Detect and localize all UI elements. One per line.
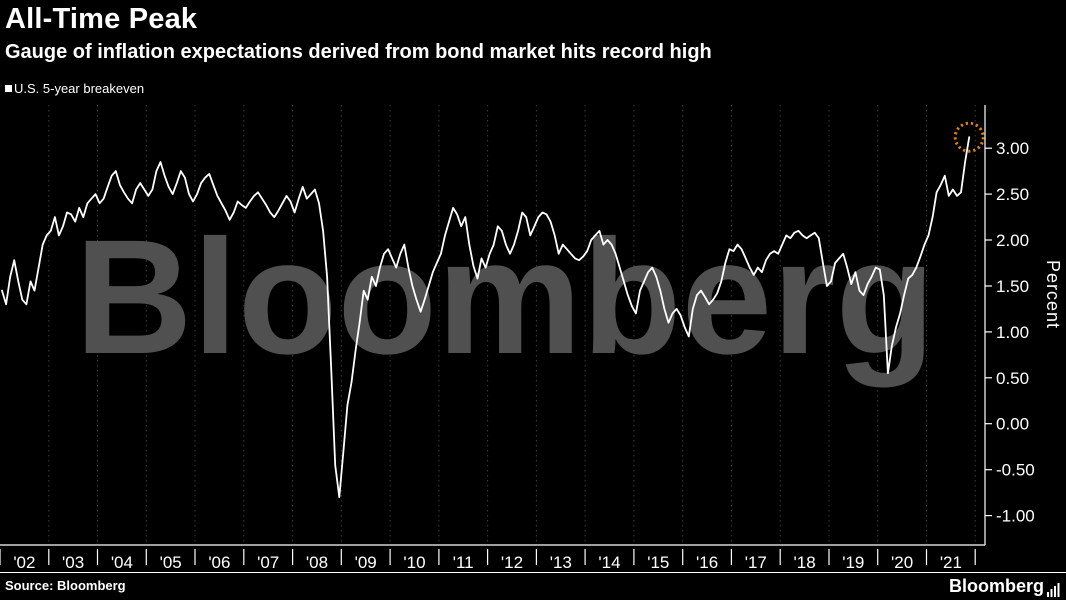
source-text: Source: Bloomberg [5,578,126,593]
x-tick-label: '02 [13,553,35,572]
x-tick-label: '05 [160,553,182,572]
y-tick-label: 1.00 [996,323,1029,342]
chart-header: All-Time Peak Gauge of inflation expecta… [5,3,712,64]
y-tick-label: 1.50 [996,277,1029,296]
bloomberg-watermark: Bloomberg [75,205,935,388]
x-tick-label: '15 [647,553,669,572]
x-tick-label: '11 [453,553,474,572]
legend: U.S. 5-year breakeven [5,81,144,96]
grid-lines [48,105,976,545]
bloomberg-logo-text: Bloomberg [948,576,1044,596]
x-tick-label: '03 [62,553,84,572]
x-tick-label: '17 [745,553,767,572]
x-tick-label: '09 [355,553,377,572]
x-tick-label: '07 [257,553,279,572]
y-axis-title: Percent [1043,260,1063,330]
x-tick-label: '04 [111,553,133,572]
x-tick-label: '10 [403,553,425,572]
y-tick-label: 0.50 [996,369,1029,388]
legend-swatch-icon [5,85,12,92]
bloomberg-logo-bars-icon [1047,583,1060,597]
chart-subtitle: Gauge of inflation expectations derived … [5,40,712,63]
x-tick-label: '20 [891,553,913,572]
y-tick-label: 0.00 [996,415,1029,434]
x-tick-label: '18 [794,553,816,572]
x-tick-label: '19 [842,553,864,572]
x-tick-label: '12 [501,553,523,572]
x-tick-label: '14 [598,553,620,572]
y-tick-label: 3.00 [996,139,1029,158]
y-tick-label: 2.50 [996,185,1029,204]
y-tick-label: 2.00 [996,231,1029,250]
plot-elements: 3.00 2.50 2.00 1.50 1.00 0.50 0.00 -0.50 -1.00 '0… [0,105,1035,572]
breakeven-series-line [1,136,971,499]
chart-title: All-Time Peak [5,3,198,35]
y-tick-label: -0.50 [996,461,1035,480]
peak-annotation-circle [953,121,985,153]
x-tick-label: '06 [208,553,230,572]
x-tick-label: '21 [940,553,962,572]
x-tick-label: '16 [696,553,718,572]
bloomberg-logo: Bloomberg [949,576,1060,597]
footer-divider [0,572,1066,573]
y-tick-label: -1.00 [996,507,1035,526]
legend-label: U.S. 5-year breakeven [14,81,145,96]
x-tick-label: '08 [306,553,328,572]
x-tick-label: '13 [550,553,572,572]
